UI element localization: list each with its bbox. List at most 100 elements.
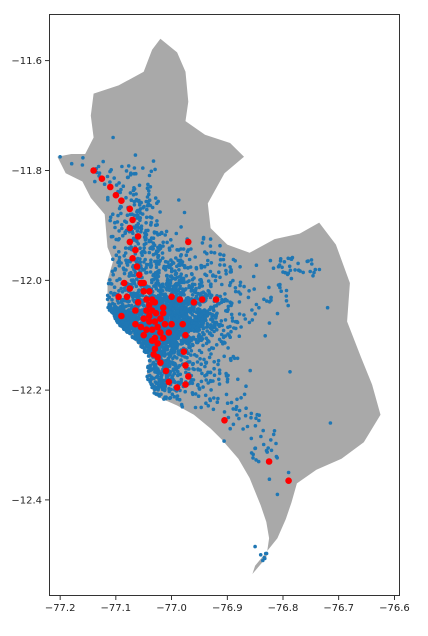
blue-point [200, 241, 205, 245]
blue-point [80, 163, 85, 167]
blue-point [224, 272, 228, 276]
blue-point [131, 291, 136, 296]
blue-point [173, 269, 177, 273]
blue-point [113, 304, 118, 309]
blue-point [148, 185, 153, 189]
blue-point [165, 240, 169, 245]
red-marker [180, 348, 188, 356]
blue-point [120, 164, 124, 169]
blue-point [172, 317, 177, 322]
blue-point [161, 240, 165, 245]
blue-point [178, 254, 183, 258]
blue-point [206, 404, 211, 408]
blue-point [180, 310, 185, 315]
blue-point [133, 153, 138, 157]
blue-point [146, 182, 150, 187]
blue-point [208, 398, 213, 403]
blue-point [192, 321, 196, 325]
blue-point [226, 415, 231, 420]
blue-point [116, 213, 120, 218]
blue-point [164, 318, 168, 322]
blue-point [310, 262, 314, 266]
blue-point [142, 346, 147, 351]
blue-point [208, 269, 213, 274]
blue-point [139, 224, 144, 228]
blue-point [281, 270, 285, 274]
blue-point [204, 401, 208, 406]
blue-point [190, 362, 195, 367]
blue-point [288, 268, 293, 273]
blue-point [237, 408, 242, 413]
blue-point [110, 301, 115, 306]
blue-point [206, 289, 210, 293]
blue-point [218, 294, 222, 299]
red-marker [143, 307, 150, 314]
blue-point [257, 418, 261, 423]
blue-point [165, 295, 169, 300]
blue-point [182, 264, 187, 268]
blue-point [175, 248, 179, 252]
blue-point [185, 341, 189, 346]
blue-point [158, 284, 163, 288]
blue-point [188, 380, 193, 384]
red-marker [151, 318, 159, 325]
blue-point [124, 220, 129, 224]
red-marker [168, 293, 175, 301]
blue-point [195, 383, 200, 388]
blue-point [177, 268, 181, 272]
blue-point [197, 285, 202, 290]
blue-point [229, 312, 234, 317]
blue-point [228, 426, 232, 431]
blue-point [208, 370, 213, 375]
blue-point [228, 270, 233, 274]
blue-point [149, 236, 154, 240]
blue-point [212, 323, 216, 328]
blue-point [201, 237, 206, 241]
blue-point [209, 346, 214, 350]
red-marker [129, 254, 136, 262]
blue-point [236, 377, 240, 382]
blue-point [135, 229, 140, 233]
blue-point [187, 344, 191, 348]
blue-point [229, 400, 234, 405]
blue-point [172, 394, 177, 399]
blue-point [162, 382, 167, 387]
red-marker [90, 167, 97, 174]
red-marker [143, 296, 150, 303]
blue-point [193, 392, 198, 396]
blue-point [219, 319, 224, 323]
red-marker [168, 320, 175, 328]
blue-point [123, 231, 127, 236]
blue-point [177, 262, 181, 267]
red-marker [151, 299, 159, 306]
blue-point [145, 207, 149, 212]
blue-point [228, 356, 233, 361]
blue-point [153, 387, 157, 392]
blue-point [164, 301, 168, 305]
blue-point [284, 299, 289, 303]
red-marker [146, 312, 153, 320]
red-marker [159, 309, 167, 317]
blue-point [218, 243, 222, 248]
blue-point [233, 289, 238, 294]
blue-point [147, 173, 152, 178]
red-marker [159, 334, 167, 342]
blue-point [254, 263, 259, 268]
blue-point [181, 289, 185, 294]
blue-point [58, 155, 62, 159]
blue-point [96, 164, 101, 169]
blue-point [242, 284, 246, 289]
blue-point [253, 424, 258, 428]
blue-point [286, 303, 291, 308]
blue-point [173, 290, 178, 295]
blue-point [176, 369, 180, 374]
blue-point [172, 349, 177, 354]
blue-point [253, 312, 257, 316]
blue-point [209, 250, 213, 255]
blue-point [313, 267, 318, 272]
blue-point [176, 322, 180, 327]
blue-point [184, 274, 189, 278]
blue-point [207, 355, 212, 360]
blue-point [202, 308, 207, 312]
blue-point [178, 284, 182, 288]
